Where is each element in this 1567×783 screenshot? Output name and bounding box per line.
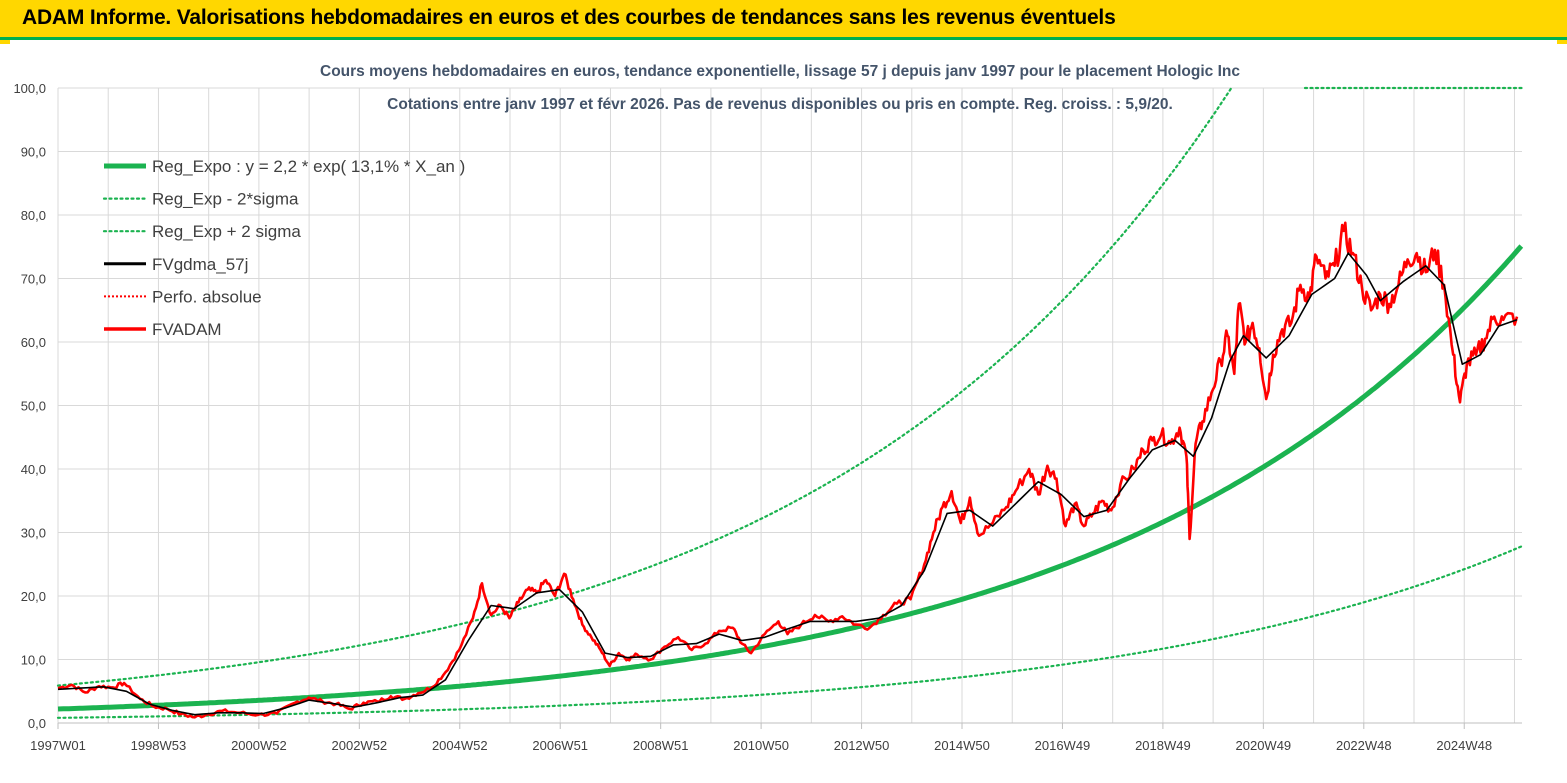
chart-panel: 0,0 10,0 20,0 30,0 40,0 50,0 60,0 70,0 80,0 90,0 1…: [0, 40, 1567, 783]
legend-label-reg_minus: Reg_Exp - 2*sigma: [152, 190, 299, 209]
series-reg-expo: [57, 244, 1524, 712]
x-tick-label: 2008W51: [633, 738, 689, 753]
report-title: ADAM Informe. Valorisations hebdomadaire…: [22, 6, 1116, 29]
legend-label-fvadam: FVADAM: [152, 320, 222, 339]
edge-marker-right: [1557, 40, 1567, 44]
y-tick-label: 100,0: [13, 81, 46, 96]
x-tick-label: 2006W51: [532, 738, 588, 753]
y-tick-label: 0,0: [28, 716, 46, 731]
x-tick-label: 2000W52: [231, 738, 287, 753]
x-tick-label: 2010W50: [733, 738, 789, 753]
chart-title-line-2: Cotations entre janv 1997 et févr 2026. …: [387, 96, 1173, 113]
x-tick-label: 2016W49: [1035, 738, 1091, 753]
chart: 0,0 10,0 20,0 30,0 40,0 50,0 60,0 70,0 80,0 90,0 1…: [13, 63, 1524, 753]
x-tick-label: 2004W52: [432, 738, 488, 753]
x-tick-label: 2024W48: [1436, 738, 1492, 753]
chart-title-line-1: Cours moyens hebdomadaires en euros, ten…: [320, 63, 1240, 80]
x-tick-label: 2014W50: [934, 738, 990, 753]
y-tick-label: 40,0: [21, 462, 46, 477]
y-tick-label: 10,0: [21, 653, 46, 668]
series-reg-plus-2-sigma: [56, 87, 1232, 687]
legend-label-perfo: Perfo. absolue: [152, 287, 262, 306]
series-fvgdma-57j: [57, 252, 1518, 716]
legend-label-gdma: FVgdma_57j: [152, 255, 248, 274]
y-tick-label: 70,0: [21, 272, 46, 287]
x-tick-label: 2022W48: [1336, 738, 1392, 753]
x-tick-label: 1998W53: [131, 738, 187, 753]
x-tick-label: 2012W50: [834, 738, 890, 753]
legend-label-reg_plus: Reg_Exp + 2 sigma: [152, 222, 301, 241]
x-tick-label: 2002W52: [332, 738, 388, 753]
y-tick-label: 90,0: [21, 145, 46, 160]
x-tick-label: 2018W49: [1135, 738, 1191, 753]
series-fvadam: [57, 221, 1519, 719]
edge-marker-left: [0, 40, 10, 44]
series-reg-minus-2-sigma: [56, 545, 1523, 719]
report-header: ADAM Informe. Valorisations hebdomadaire…: [0, 0, 1567, 40]
legend-label-reg_expo: Reg_Expo : y = 2,2 * exp( 13,1% * X_an ): [152, 157, 465, 176]
x-tick-label: 1997W01: [30, 738, 86, 753]
x-tick-label: 2020W49: [1236, 738, 1292, 753]
y-tick-label: 60,0: [21, 335, 46, 350]
y-tick-label: 20,0: [21, 589, 46, 604]
y-tick-label: 30,0: [21, 526, 46, 541]
y-tick-label: 80,0: [21, 208, 46, 223]
y-tick-label: 50,0: [21, 399, 46, 414]
